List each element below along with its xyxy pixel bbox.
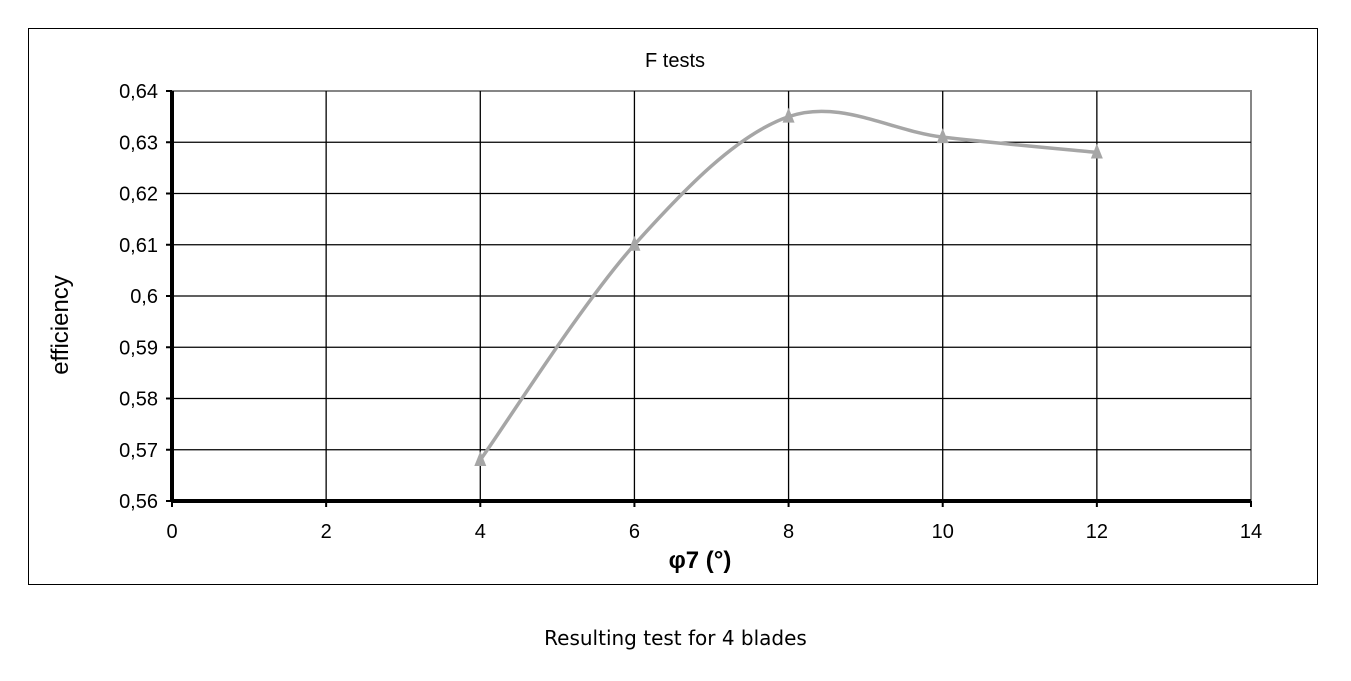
y-tick-label: 0,57 xyxy=(119,440,158,462)
data-point-triangle xyxy=(1090,143,1103,159)
x-tick-label: 0 xyxy=(166,521,177,543)
x-axis-label: φ7 (°) xyxy=(669,547,732,574)
x-tick-label: 2 xyxy=(321,521,332,543)
x-tick-label: 12 xyxy=(1086,521,1108,543)
chart-frame xyxy=(28,28,1318,585)
y-tick-label: 0,56 xyxy=(119,491,158,513)
y-tick-label: 0,61 xyxy=(119,235,158,257)
figure-caption: Resulting test for 4 blades xyxy=(544,626,807,650)
x-tick-label: 6 xyxy=(629,521,640,543)
y-axis-label: efficiency xyxy=(47,275,74,375)
data-point-triangle xyxy=(474,451,487,466)
y-tick-label: 0,63 xyxy=(119,132,158,154)
data-point-triangle xyxy=(628,235,641,251)
y-tick-label: 0,6 xyxy=(130,286,158,308)
data-point-triangle xyxy=(782,107,795,123)
chart-title: F tests xyxy=(645,50,705,72)
x-tick-label: 4 xyxy=(475,521,486,543)
y-tick-label: 0,58 xyxy=(119,389,158,411)
y-tick-label: 0,64 xyxy=(119,81,158,103)
x-tick-label: 14 xyxy=(1240,521,1262,543)
x-tick-label: 8 xyxy=(783,521,794,543)
data-point-triangle xyxy=(936,128,949,144)
y-tick-label: 0,59 xyxy=(119,337,158,359)
y-tick-label: 0,62 xyxy=(119,184,158,206)
x-tick-label: 10 xyxy=(932,521,954,543)
series-line xyxy=(478,109,1098,462)
